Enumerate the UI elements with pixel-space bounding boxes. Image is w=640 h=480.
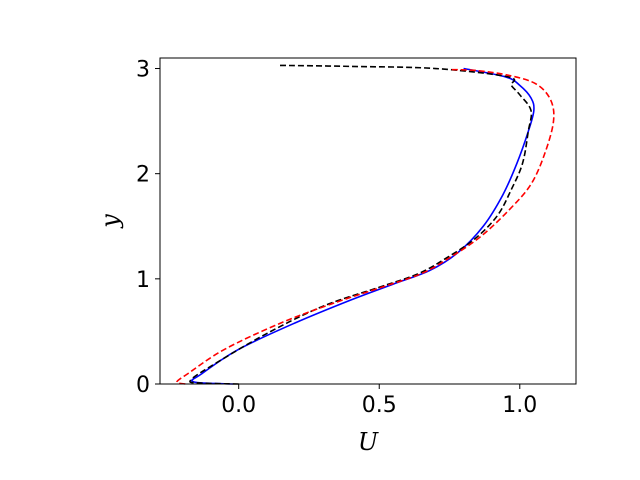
- plot-frame: [159, 57, 577, 385]
- x-tick-label: 1.0: [502, 393, 537, 418]
- x-tick-label: 0.5: [362, 393, 397, 418]
- axis-ticks: 0.0 0.5 1.0 0 1 2 3: [136, 58, 537, 418]
- y-axis-label: y: [96, 214, 124, 229]
- series-line-3: [176, 68, 555, 385]
- x-tick-label: 0.0: [221, 393, 256, 418]
- y-tick-label: 0: [136, 373, 150, 398]
- series-line-2: [189, 64, 533, 385]
- y-tick-label: 1: [136, 268, 150, 293]
- y-tick-label: 2: [136, 163, 150, 188]
- series-lines: [176, 64, 555, 385]
- y-tick-label: 3: [136, 58, 150, 83]
- series-line-1: [191, 67, 535, 385]
- x-axis-label: U: [358, 428, 379, 456]
